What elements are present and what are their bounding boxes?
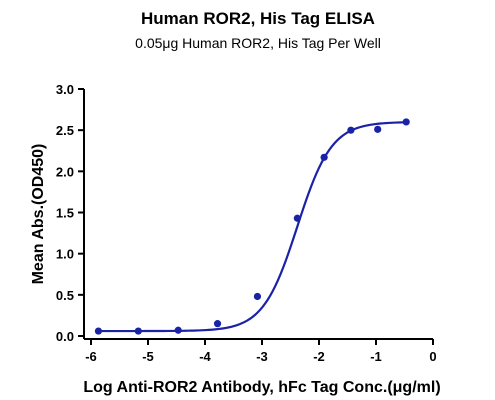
data-point: [94, 327, 103, 335]
x-tick-label: -4: [199, 349, 211, 364]
x-tick-label: -5: [142, 349, 154, 364]
data-point: [347, 126, 355, 134]
data-points: [94, 118, 410, 335]
x-tick-label: -6: [85, 349, 97, 364]
y-tick-label: 2.5: [56, 123, 74, 138]
x-tick-label: -2: [313, 349, 325, 364]
x-ticks: -6 -5 -4 -3 -2 -1 0: [85, 339, 437, 364]
data-point: [253, 292, 262, 301]
data-point: [320, 153, 328, 161]
y-tick-label: 2.0: [56, 164, 74, 179]
y-tick-label: 1.0: [56, 247, 74, 262]
data-point: [374, 125, 382, 133]
y-axis-label: Mean Abs.(OD450): [30, 144, 47, 285]
y-tick-label: 3.0: [56, 82, 74, 97]
y-tick-label: 1.5: [56, 206, 74, 221]
data-point: [213, 320, 222, 328]
x-axis-label: Log Anti-ROR2 Antibody, hFc Tag Conc.(μg…: [83, 379, 440, 396]
data-point: [402, 118, 410, 126]
chart-title: Human ROR2, His Tag ELISA: [141, 9, 375, 28]
x-tick-label: 0: [429, 349, 436, 364]
chart-subtitle: 0.05μg Human ROR2, His Tag Per Well: [135, 35, 381, 51]
data-point: [134, 327, 142, 335]
fit-curve: [98, 121, 407, 333]
x-tick-label: -1: [370, 349, 382, 364]
y-ticks: 0.0 0.5 1.0 1.5 2.0 2.5 3.0: [56, 82, 84, 344]
y-tick-label: 0.0: [56, 329, 74, 344]
data-point: [293, 214, 301, 222]
fit-curve-group: [98, 121, 407, 333]
x-tick-label: -3: [256, 349, 268, 364]
y-tick-label: 0.5: [56, 288, 74, 303]
data-point: [174, 326, 182, 334]
